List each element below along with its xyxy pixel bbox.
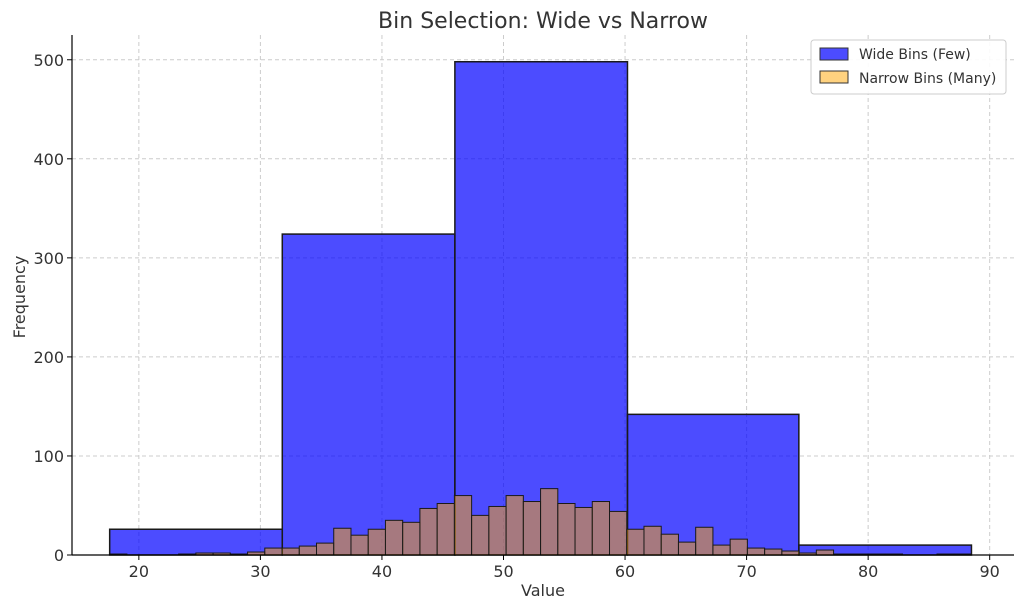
y-axis-ticks: 0 100 200 300 400 500 — [33, 51, 72, 565]
narrow-bin-bar — [557, 502, 576, 556]
narrow-bin-bar — [453, 495, 473, 556]
chart-title: Bin Selection: Wide vs Narrow — [378, 9, 708, 34]
narrow-bin-bar — [402, 521, 421, 556]
narrow-bin-bar — [505, 495, 524, 556]
y-tick-label: 200 — [33, 348, 64, 367]
narrow-bin-bar — [677, 541, 697, 556]
narrow-bin-bar — [591, 501, 611, 556]
narrow-bin-bar — [712, 544, 731, 556]
legend-label-wide-bins: Wide Bins (Few) — [859, 47, 971, 63]
narrow-bin-bar — [298, 545, 318, 556]
narrow-bin-bar — [436, 502, 455, 556]
x-tick-label: 30 — [250, 562, 270, 581]
narrow-bin-bar — [746, 547, 766, 556]
narrow-bin-bar — [574, 506, 593, 556]
x-tick-label: 80 — [858, 562, 878, 581]
narrow-bin-bar — [367, 528, 386, 556]
y-axis-title: Frequency — [10, 256, 29, 339]
narrow-bin-bar — [540, 488, 559, 556]
y-tick-label: 0 — [54, 546, 64, 565]
narrow-bin-bar — [522, 501, 542, 556]
x-tick-label: 40 — [372, 562, 392, 581]
x-tick-label: 50 — [493, 562, 513, 581]
wide-bin-bar — [454, 60, 629, 556]
narrow-bin-bar — [471, 514, 490, 556]
narrow-bin-bar — [660, 533, 679, 556]
narrow-bin-bar — [626, 528, 645, 556]
narrow-bin-bar — [419, 507, 438, 556]
axes — [71, 35, 1014, 556]
y-tick-label: 300 — [33, 249, 64, 268]
legend: Wide Bins (Few) Narrow Bins (Many) — [810, 39, 1007, 95]
narrow-bin-bar — [488, 505, 507, 556]
narrow-bin-bar — [609, 510, 628, 556]
y-tick-label: 500 — [33, 51, 64, 70]
x-tick-label: 90 — [980, 562, 1000, 581]
narrow-bin-bar — [815, 549, 835, 556]
y-tick-label: 100 — [33, 447, 64, 466]
narrow-bin-bar — [643, 525, 662, 556]
x-axis-ticks: 20 30 40 50 60 70 80 90 — [129, 555, 1000, 581]
wide-bin-bar — [108, 528, 284, 556]
narrow-bin-bar — [729, 538, 748, 556]
legend-box — [810, 39, 1007, 95]
narrow-bin-bar — [264, 547, 283, 556]
narrow-bin-bar — [384, 519, 404, 556]
y-tick-label: 400 — [33, 150, 64, 169]
legend-swatch-narrow-bins — [819, 70, 849, 84]
narrow-bin-bar — [695, 526, 714, 556]
narrow-bin-bar — [316, 542, 335, 556]
x-tick-label: 60 — [615, 562, 635, 581]
narrow-bin-bar — [333, 527, 352, 556]
x-tick-label: 20 — [129, 562, 149, 581]
legend-label-narrow-bins: Narrow Bins (Many) — [859, 71, 996, 87]
x-axis-title: Value — [521, 581, 565, 600]
legend-swatch-wide-bins — [819, 47, 849, 61]
narrow-bin-bar — [281, 547, 300, 556]
narrow-bin-bar — [350, 534, 369, 556]
x-tick-label: 70 — [736, 562, 756, 581]
narrow-bin-bar — [764, 548, 783, 556]
wide-bin-bar — [281, 233, 456, 556]
